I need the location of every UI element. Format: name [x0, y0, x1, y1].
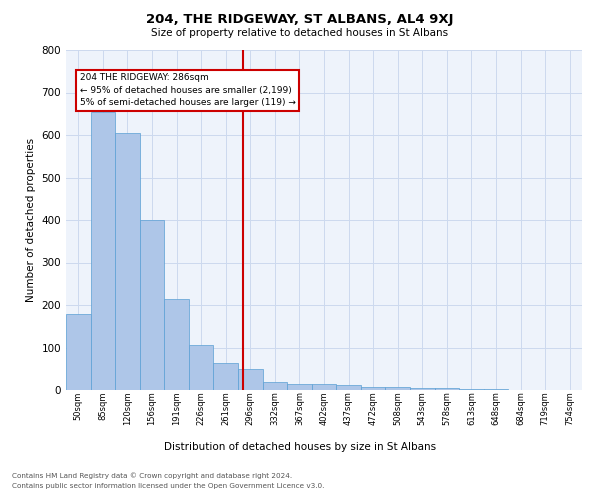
Bar [385, 388, 410, 390]
Bar [263, 382, 287, 390]
Text: Contains public sector information licensed under the Open Government Licence v3: Contains public sector information licen… [12, 483, 325, 489]
Bar [238, 369, 263, 390]
Text: Distribution of detached houses by size in St Albans: Distribution of detached houses by size … [164, 442, 436, 452]
Bar [66, 314, 91, 390]
Bar [214, 363, 238, 390]
Bar [434, 388, 459, 390]
Text: 204 THE RIDGEWAY: 286sqm
← 95% of detached houses are smaller (2,199)
5% of semi: 204 THE RIDGEWAY: 286sqm ← 95% of detach… [80, 74, 295, 108]
Bar [115, 133, 140, 390]
Bar [164, 298, 189, 390]
Text: Size of property relative to detached houses in St Albans: Size of property relative to detached ho… [151, 28, 449, 38]
Bar [336, 385, 361, 390]
Bar [287, 384, 312, 390]
Bar [361, 387, 385, 390]
Bar [140, 220, 164, 390]
Bar [410, 388, 434, 390]
Bar [91, 112, 115, 390]
Bar [484, 389, 508, 390]
Text: Contains HM Land Registry data © Crown copyright and database right 2024.: Contains HM Land Registry data © Crown c… [12, 472, 292, 479]
Bar [312, 384, 336, 390]
Bar [459, 388, 484, 390]
Text: 204, THE RIDGEWAY, ST ALBANS, AL4 9XJ: 204, THE RIDGEWAY, ST ALBANS, AL4 9XJ [146, 12, 454, 26]
Bar [189, 344, 214, 390]
Y-axis label: Number of detached properties: Number of detached properties [26, 138, 36, 302]
